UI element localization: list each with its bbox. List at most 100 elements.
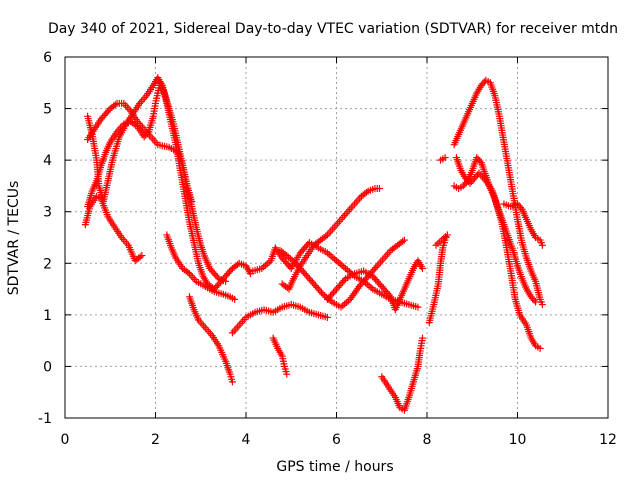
series-track-5 [163,231,239,303]
data-point [323,313,331,321]
data-point [284,261,292,269]
data-point [221,273,229,281]
data-point [362,188,370,196]
data-point [97,115,105,123]
data-point [331,287,339,295]
data-point [111,101,119,109]
series-track-15 [437,154,449,164]
data-point [184,268,192,276]
data-point [382,288,390,296]
data-point [538,301,546,309]
data-point [102,110,110,118]
data-point [296,264,304,272]
data-point [327,252,335,260]
series-track-7 [228,301,331,337]
data-point [418,264,426,272]
data-point [325,294,333,302]
data-point [314,285,322,293]
data-point [301,270,309,278]
data-point [469,176,477,184]
data-point [384,289,392,297]
data-point [227,266,235,274]
data-point [295,263,303,271]
series-track-10 [278,185,383,293]
x-tick-label: 4 [242,432,251,448]
data-point [210,270,218,278]
data-point [343,266,351,274]
data-point [373,277,381,285]
data-point [231,295,239,303]
data-point [340,276,348,284]
chart-title: Day 340 of 2021, Sidereal Day-to-day VTE… [48,21,618,37]
data-point [103,108,111,116]
data-point [336,260,344,268]
data-point [224,270,232,278]
series-track-16 [450,76,546,309]
data-point [100,111,108,119]
data-point [369,272,377,280]
data-point [414,303,422,311]
series-track-13 [378,334,426,414]
data-point [228,378,236,386]
data-point [334,283,342,291]
data-point [375,279,383,287]
data-point [461,180,469,188]
data-point [370,265,378,273]
data-point [278,254,286,262]
data-point [361,276,369,284]
y-tick-label: 6 [43,50,52,66]
data-point [283,259,291,267]
data-point [467,178,475,186]
data-point [339,278,347,286]
data-point [207,266,215,274]
data-point [225,268,233,276]
data-point [385,291,393,299]
data-point [302,271,310,279]
data-point [281,250,289,258]
data-point [307,276,315,284]
series-track-6 [185,293,236,386]
x-axis-label: GPS time / hours [276,459,393,475]
series-track-19 [500,200,546,249]
data-point [222,277,230,285]
data-point [463,176,471,184]
y-tick-label: 1 [43,308,52,324]
data-point [143,129,151,137]
data-point [292,259,300,267]
x-tick-label: 2 [151,432,160,448]
data-point [138,252,146,260]
data-point [328,290,336,298]
data-point [305,275,313,283]
data-point [476,157,484,165]
data-point [342,264,350,272]
y-tick-label: 5 [43,102,52,118]
data-point [418,334,426,342]
data-point [355,282,363,290]
data-point [432,241,440,249]
x-axis-ticks: 0 2 4 6 8 10 12 [61,57,617,448]
data-point [213,273,221,281]
data-point [466,179,474,187]
x-tick-label: 8 [423,432,432,448]
data-point [209,268,217,276]
data-point [298,247,306,255]
series-track-8 [269,334,291,378]
data-point [301,244,309,252]
data-point [517,203,525,211]
data-point [379,284,387,292]
data-point [336,282,344,290]
data-point [538,241,546,249]
data-point [316,287,324,295]
data-point [298,266,306,274]
data-point [105,106,113,114]
data-point [472,172,480,180]
data-point [375,185,383,193]
data-point [280,256,288,264]
data-point [334,258,342,266]
data-point [532,298,540,306]
data-point [365,282,373,290]
data-point [477,81,485,89]
series-track-4 [84,79,196,211]
data-point [212,271,220,279]
data-point [372,264,380,272]
